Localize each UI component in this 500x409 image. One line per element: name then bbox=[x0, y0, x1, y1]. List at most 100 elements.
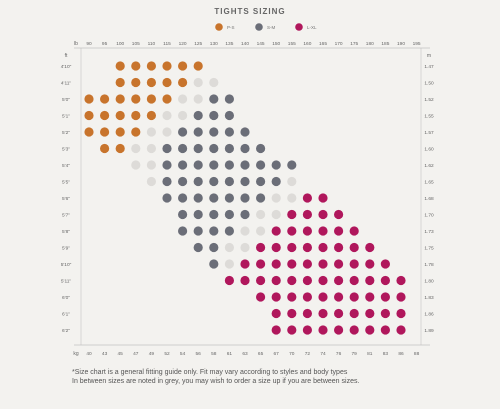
size-dot-between bbox=[131, 160, 141, 170]
size-dot-between bbox=[131, 143, 141, 154]
size-dot-l-xl bbox=[318, 193, 328, 203]
top-tick-label: 135 bbox=[225, 41, 233, 47]
dots-layer bbox=[84, 61, 406, 335]
size-dot-l-xl bbox=[224, 275, 234, 286]
legend-label-s-m: S-M bbox=[267, 25, 276, 30]
bottom-tick-label: 52 bbox=[164, 351, 170, 357]
size-dot-l-xl bbox=[318, 259, 328, 269]
size-dot-l-xl bbox=[334, 209, 344, 220]
left-tick-label: 5'6" bbox=[62, 196, 70, 202]
size-dot-between bbox=[146, 143, 156, 154]
size-dot-p-s bbox=[162, 94, 172, 104]
bottom-tick-label: 40 bbox=[86, 351, 92, 357]
size-dot-l-xl bbox=[302, 292, 312, 302]
size-dot-s-m bbox=[256, 160, 266, 170]
bottom-tick-label: 86 bbox=[398, 351, 404, 357]
size-dot-l-xl bbox=[240, 275, 250, 286]
bottom-tick-label: 61 bbox=[227, 351, 233, 357]
bottom-tick-label: 58 bbox=[211, 351, 217, 357]
size-dot-s-m bbox=[209, 127, 219, 137]
right-tick-label: 1.60 bbox=[424, 146, 434, 152]
footnote: *Size chart is a general fitting guide o… bbox=[72, 368, 492, 386]
size-dot-between bbox=[224, 242, 234, 253]
size-dot-l-xl bbox=[334, 275, 344, 286]
right-tick-label: 1.52 bbox=[424, 97, 434, 103]
size-dot-s-m bbox=[178, 193, 188, 203]
size-dot-s-m bbox=[287, 160, 297, 170]
size-dot-l-xl bbox=[349, 226, 359, 236]
size-dot-s-m bbox=[240, 193, 250, 203]
top-tick-label: 145 bbox=[257, 41, 265, 47]
legend-label-p-s: P-S bbox=[227, 25, 235, 30]
size-dot-between bbox=[271, 209, 281, 220]
size-dot-l-xl bbox=[302, 226, 312, 236]
bottom-tick-label: 76 bbox=[336, 351, 342, 357]
size-dot-l-xl bbox=[287, 226, 297, 236]
bottom-tick-label: 45 bbox=[118, 351, 124, 357]
right-tick-label: 1.65 bbox=[424, 179, 434, 185]
size-dot-p-s bbox=[131, 61, 141, 71]
size-dot-l-xl bbox=[302, 242, 312, 253]
top-tick-label: 185 bbox=[381, 41, 389, 47]
size-dot-l-xl bbox=[287, 292, 297, 302]
size-dot-p-s bbox=[193, 61, 203, 71]
size-dot-l-xl bbox=[365, 259, 375, 269]
bottom-tick-label: 47 bbox=[133, 351, 139, 357]
top-tick-label: 165 bbox=[319, 41, 327, 47]
size-dot-p-s bbox=[100, 94, 110, 104]
size-dot-between bbox=[256, 226, 266, 236]
left-tick-label: 6'2" bbox=[62, 328, 70, 334]
right-tick-label: 1.68 bbox=[424, 196, 434, 202]
top-tick-label: 170 bbox=[335, 41, 343, 47]
size-dot-s-m bbox=[256, 193, 266, 203]
size-dot-l-xl bbox=[271, 308, 281, 319]
top-tick-label: 100 bbox=[116, 41, 124, 47]
size-dot-between bbox=[256, 209, 266, 220]
size-dot-between bbox=[178, 110, 188, 121]
left-tick-label: 5'5" bbox=[62, 179, 70, 185]
left-tick-label: 5'0" bbox=[62, 97, 70, 103]
size-dot-s-m bbox=[193, 160, 203, 170]
size-dot-s-m bbox=[209, 160, 219, 170]
size-dot-l-xl bbox=[396, 308, 406, 319]
size-dot-between bbox=[240, 226, 250, 236]
left-tick-label: 5'1" bbox=[62, 113, 70, 119]
right-tick-label: 1.62 bbox=[424, 163, 434, 169]
left-tick-label: 5'3" bbox=[62, 146, 70, 152]
size-dot-l-xl bbox=[396, 275, 406, 286]
legend-label-l-xl: L-XL bbox=[307, 25, 317, 30]
size-dot-p-s bbox=[115, 61, 125, 71]
size-dot-l-xl bbox=[334, 242, 344, 253]
size-dot-l-xl bbox=[271, 259, 281, 269]
top-tick-label: 140 bbox=[241, 41, 249, 47]
size-dot-s-m bbox=[271, 160, 281, 170]
legend-swatch-p-s bbox=[215, 23, 223, 31]
left-tick-label: 4'10" bbox=[61, 64, 72, 70]
size-dot-l-xl bbox=[334, 325, 344, 335]
size-dot-p-s bbox=[115, 110, 125, 121]
size-dot-l-xl bbox=[380, 292, 390, 302]
size-dot-s-m bbox=[224, 127, 234, 137]
left-tick-label: 6'0" bbox=[62, 295, 70, 301]
left-tick-label: 5'7" bbox=[62, 212, 70, 218]
left-tick-label: 5'8" bbox=[62, 229, 70, 235]
size-dot-l-xl bbox=[349, 275, 359, 286]
left-tick-label: 5'2" bbox=[62, 130, 70, 136]
size-dot-p-s bbox=[100, 110, 110, 121]
size-dot-s-m bbox=[193, 226, 203, 236]
size-dot-l-xl bbox=[318, 325, 328, 335]
right-tick-label: 1.75 bbox=[424, 245, 434, 251]
size-dot-s-m bbox=[193, 143, 203, 154]
top-tick-label: 120 bbox=[179, 41, 187, 47]
bottom-tick-label: 81 bbox=[367, 351, 373, 357]
size-dot-p-s bbox=[84, 127, 94, 137]
size-dot-s-m bbox=[209, 242, 219, 253]
size-dot-s-m bbox=[240, 209, 250, 220]
size-dot-between bbox=[240, 242, 250, 253]
left-tick-label: 5'11" bbox=[61, 278, 72, 284]
left-tick-label: 5'4" bbox=[62, 163, 70, 169]
size-dot-between bbox=[287, 176, 297, 187]
size-dot-s-m bbox=[162, 143, 172, 154]
chart-title: TIGHTS SIZING bbox=[214, 7, 285, 16]
size-dot-l-xl bbox=[396, 325, 406, 335]
